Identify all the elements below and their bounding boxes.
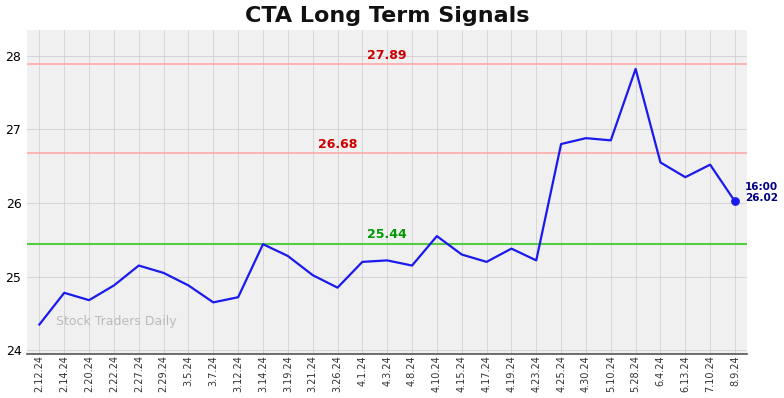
Point (728, 198, 741, 205)
Text: 25.44: 25.44 (368, 228, 407, 241)
Text: 16:00
26.02: 16:00 26.02 (745, 182, 778, 203)
Title: CTA Long Term Signals: CTA Long Term Signals (245, 6, 529, 25)
Text: 27.89: 27.89 (368, 49, 407, 62)
Text: 26.68: 26.68 (318, 139, 358, 152)
Text: Stock Traders Daily: Stock Traders Daily (56, 315, 176, 328)
